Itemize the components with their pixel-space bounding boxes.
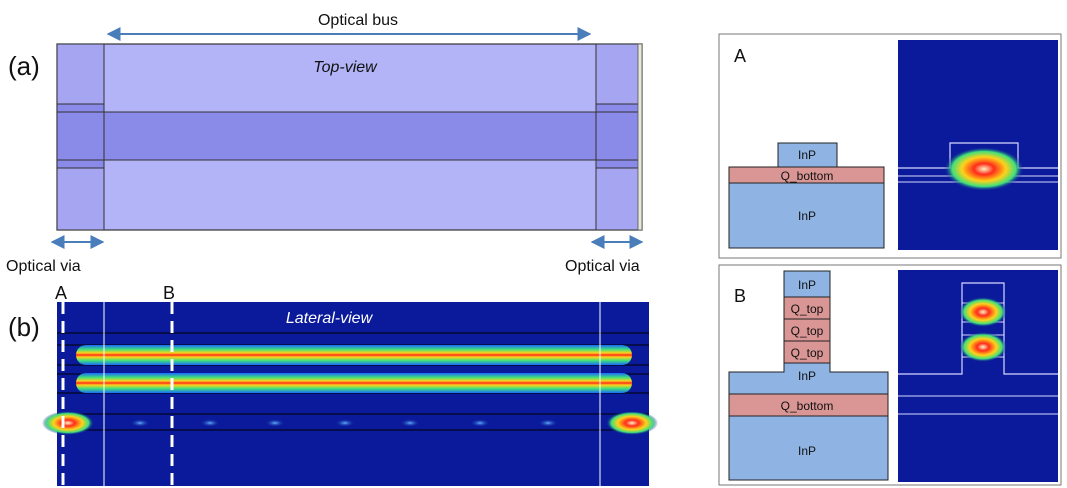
section-b-label: B xyxy=(734,286,746,306)
waveguide-end-cap xyxy=(637,43,643,231)
section-b-mode-spot-lower xyxy=(959,332,1007,362)
section-b-layer-label: InP xyxy=(798,278,816,292)
bottom-guide-field xyxy=(130,419,558,427)
section-b-layer-label: InP xyxy=(798,444,816,458)
field-dot xyxy=(335,419,355,427)
section-b-layer-label: Q_top xyxy=(791,302,824,316)
section-b-layer-label: Q_bottom xyxy=(781,399,834,413)
field-dot xyxy=(130,419,150,427)
section-b-layer-label: InP xyxy=(798,369,816,383)
cross-section-a: A InP Q_bottom InP xyxy=(718,33,1062,259)
via-right-core xyxy=(595,103,643,169)
lateral-view-label: Lateral-view xyxy=(286,310,374,327)
field-spot-left xyxy=(42,411,94,435)
optical-via-right-label: Optical via xyxy=(565,258,640,275)
section-b-layer-label: Q_top xyxy=(791,324,824,338)
via-left-core xyxy=(56,103,105,169)
cut-a-label: A xyxy=(55,283,67,303)
section-b-field-outline xyxy=(898,282,1058,375)
field-dot xyxy=(265,419,285,427)
field-dot xyxy=(470,419,490,427)
field-spot-right xyxy=(606,411,658,435)
section-b-top-inp xyxy=(783,270,831,298)
section-a-layer-label: Q_bottom xyxy=(781,169,834,183)
section-a-field-outline xyxy=(898,142,1058,169)
section-a-layer-label: InP xyxy=(798,209,816,223)
field-beam-middle xyxy=(76,373,632,393)
section-a-label: A xyxy=(734,46,746,66)
field-beam-top xyxy=(76,345,632,365)
panel-a-top-view: (a) Optical bus Top-view Optical via Opt… xyxy=(6,12,644,275)
field-dot xyxy=(538,419,558,427)
section-a-field-map xyxy=(898,40,1058,250)
optical-via-left-label: Optical via xyxy=(6,258,81,275)
panel-a-label: (a) xyxy=(8,51,40,81)
optical-bus-label: Optical bus xyxy=(318,12,398,29)
field-dot xyxy=(200,419,220,427)
top-view-label: Top-view xyxy=(313,59,378,76)
section-a-layer-label: InP xyxy=(798,148,816,162)
section-a-mode-spot xyxy=(944,147,1024,191)
section-a-substrate-inp xyxy=(728,182,885,249)
section-b-layer-label: Q_top xyxy=(791,346,824,360)
field-dot xyxy=(400,419,420,427)
panel-b-label: (b) xyxy=(8,312,40,342)
cross-section-b: B InP Q_top Q_top Q_top InP Q_bottom InP xyxy=(718,264,1062,486)
section-b-mode-spot-upper xyxy=(959,297,1007,327)
field-map-background xyxy=(57,302,649,486)
section-b-substrate-inp xyxy=(728,415,889,481)
waveguide-core-band xyxy=(103,111,597,161)
cut-b-label: B xyxy=(163,283,175,303)
panel-b-lateral-view: (b) A B Latera xyxy=(8,283,658,486)
